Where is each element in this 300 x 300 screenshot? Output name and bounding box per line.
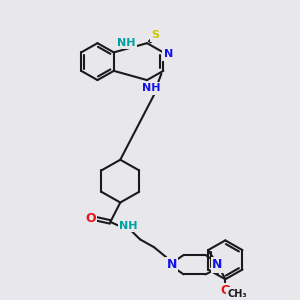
Text: O: O <box>85 212 96 224</box>
Text: NH: NH <box>117 38 136 48</box>
Text: N: N <box>164 49 173 59</box>
Text: NH: NH <box>142 83 161 93</box>
Text: O: O <box>220 284 231 297</box>
Text: N: N <box>212 258 223 271</box>
Text: S: S <box>151 30 159 40</box>
Text: CH₃: CH₃ <box>227 289 247 299</box>
Text: NH: NH <box>119 221 137 231</box>
Text: N: N <box>167 258 177 271</box>
